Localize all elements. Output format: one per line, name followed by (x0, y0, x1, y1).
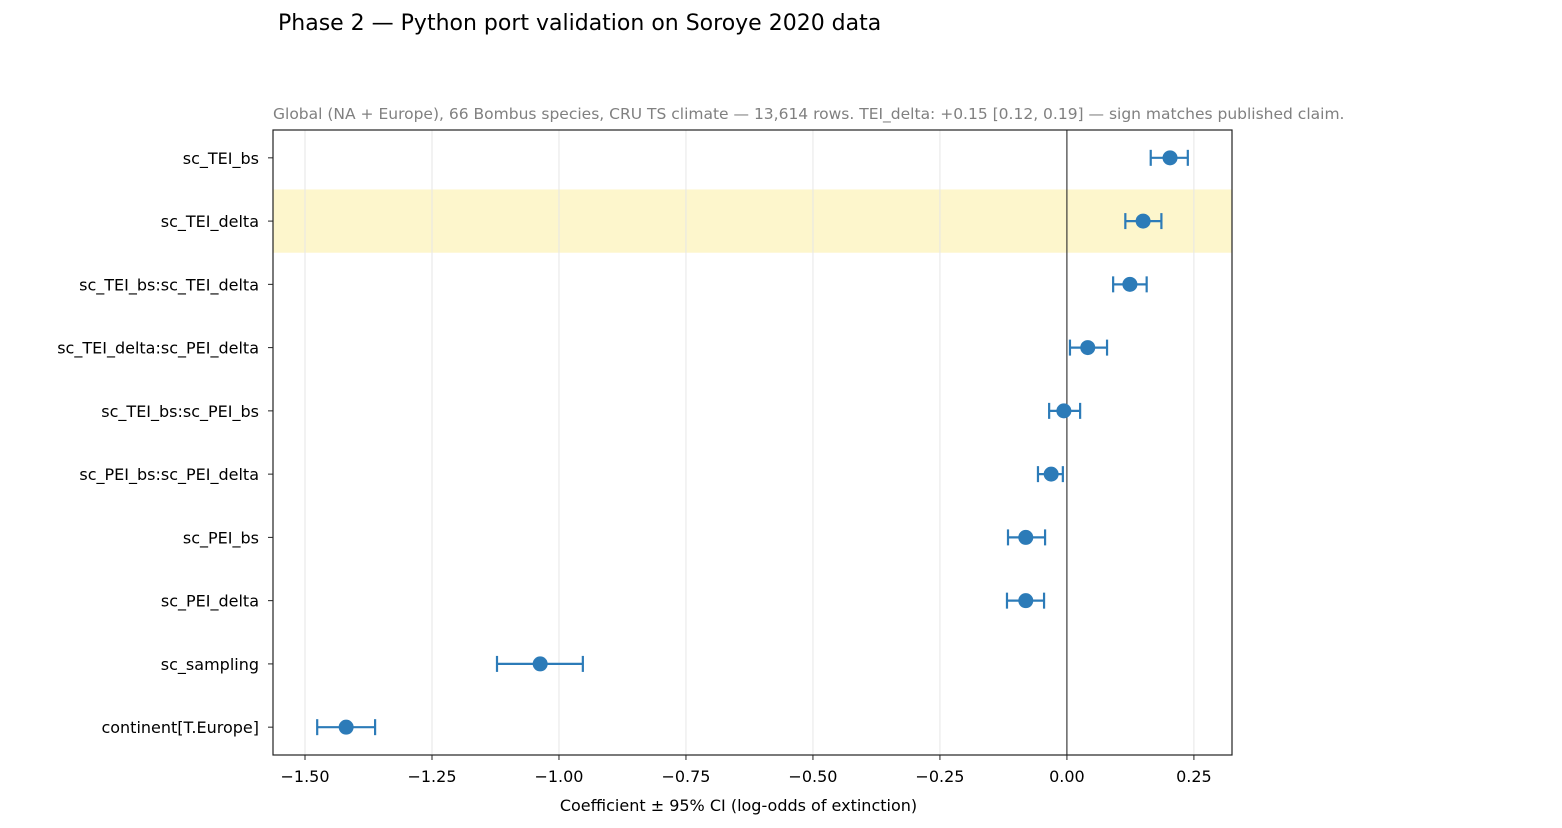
x-tick-label: 0.00 (1049, 767, 1085, 786)
point-estimate (1135, 213, 1151, 229)
point-estimate (338, 719, 354, 735)
y-tick-label: sc_PEI_bs (183, 528, 259, 548)
y-tick-label: sc_TEI_bs (183, 149, 259, 169)
y-tick-label: sc_TEI_bs:sc_PEI_bs (101, 402, 259, 422)
x-tick-label: −1.25 (407, 767, 456, 786)
x-tick-label: −0.50 (788, 767, 837, 786)
point-estimate (1080, 340, 1096, 356)
y-tick-label: sc_TEI_bs:sc_TEI_delta (79, 275, 259, 295)
chart-title: Phase 2 — Python port validation on Soro… (278, 11, 882, 36)
point-estimate (1018, 529, 1034, 545)
y-tick-label: sc_TEI_delta (161, 212, 259, 232)
x-tick-label: 0.25 (1176, 767, 1212, 786)
point-estimate (1043, 466, 1059, 482)
y-tick-label: sc_PEI_bs:sc_PEI_delta (79, 465, 259, 485)
x-tick-label: −0.25 (915, 767, 964, 786)
y-tick-label: sc_TEI_delta:sc_PEI_delta (57, 339, 259, 359)
y-tick-label: continent[T.Europe] (101, 718, 259, 737)
y-tick-label: sc_sampling (161, 655, 259, 675)
y-tick-label: sc_PEI_delta (161, 592, 259, 612)
x-tick-label: −1.50 (280, 767, 329, 786)
chart-subtitle: Global (NA + Europe), 66 Bombus species,… (273, 105, 1344, 124)
x-tick-label: −0.75 (661, 767, 710, 786)
highlight-band (273, 189, 1232, 253)
point-estimate (1018, 593, 1034, 609)
point-estimate (1162, 150, 1178, 166)
point-estimate (1122, 276, 1138, 292)
point-estimate (1056, 403, 1072, 419)
x-tick-label: −1.00 (534, 767, 583, 786)
point-estimate (532, 656, 548, 672)
x-axis-label: Coefficient ± 95% CI (log-odds of extinc… (560, 796, 917, 815)
plot-frame (272, 129, 1233, 756)
